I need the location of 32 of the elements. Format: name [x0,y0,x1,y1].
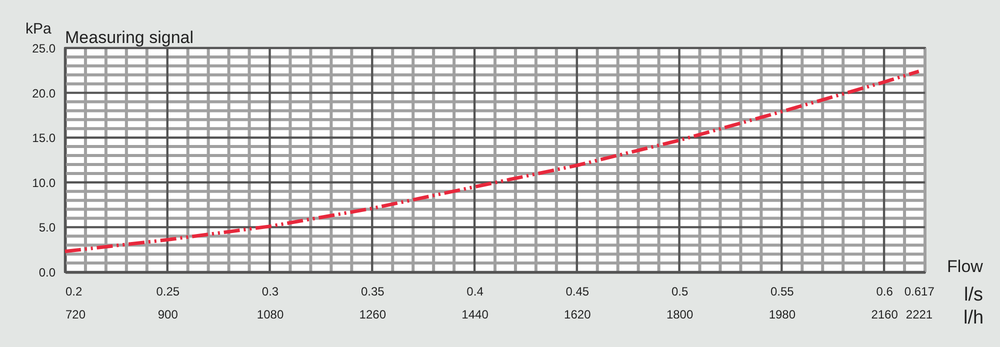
y-axis-title: kPa [26,20,52,38]
x-tick-label: 0.2 [66,284,83,298]
x-tick-label: 0.4 [466,284,484,298]
x-tick-label: 0.617 [904,284,935,298]
x-axis-title: l/s [964,284,983,306]
x-tick-label: 0.6 [876,284,894,298]
x2-tick-label: 1260 [359,308,386,322]
text: Flow [947,257,984,276]
x2-tick-label: 1080 [256,308,284,322]
x2-tick-label: 900 [158,308,178,322]
y-tick-label: 25.0 [32,42,56,56]
x-tick-label: 0.35 [360,284,385,298]
x2-tick-label: 2221 [906,308,933,322]
x2-axis-title: l/h [963,308,984,328]
x-tick-label: 0.25 [156,284,180,298]
y-tick-label: 5.0 [38,220,56,235]
x2-tick-label: 1620 [564,308,592,322]
x2-tick-label: 2160 [871,308,898,322]
y-tick-label: 20.0 [32,86,56,100]
x-tick-label: 0.5 [671,284,688,298]
x2-tick-label: 1800 [666,308,694,322]
y-tick-label: 0.0 [38,266,56,280]
line-series [63,70,921,254]
x-tick-label: 0.3 [262,284,279,298]
x-tick-label: 0.55 [770,284,794,298]
x2-tick-label: 1980 [768,308,796,322]
y-tick-label: 15.0 [32,131,56,146]
y-tick-label: 10.0 [32,176,56,190]
x2-tick-label: 720 [66,308,86,322]
chart-title: Measuring signal [65,28,194,47]
x2-tick-label: 1440 [462,308,489,322]
x-tick-label: 0.45 [566,284,590,298]
